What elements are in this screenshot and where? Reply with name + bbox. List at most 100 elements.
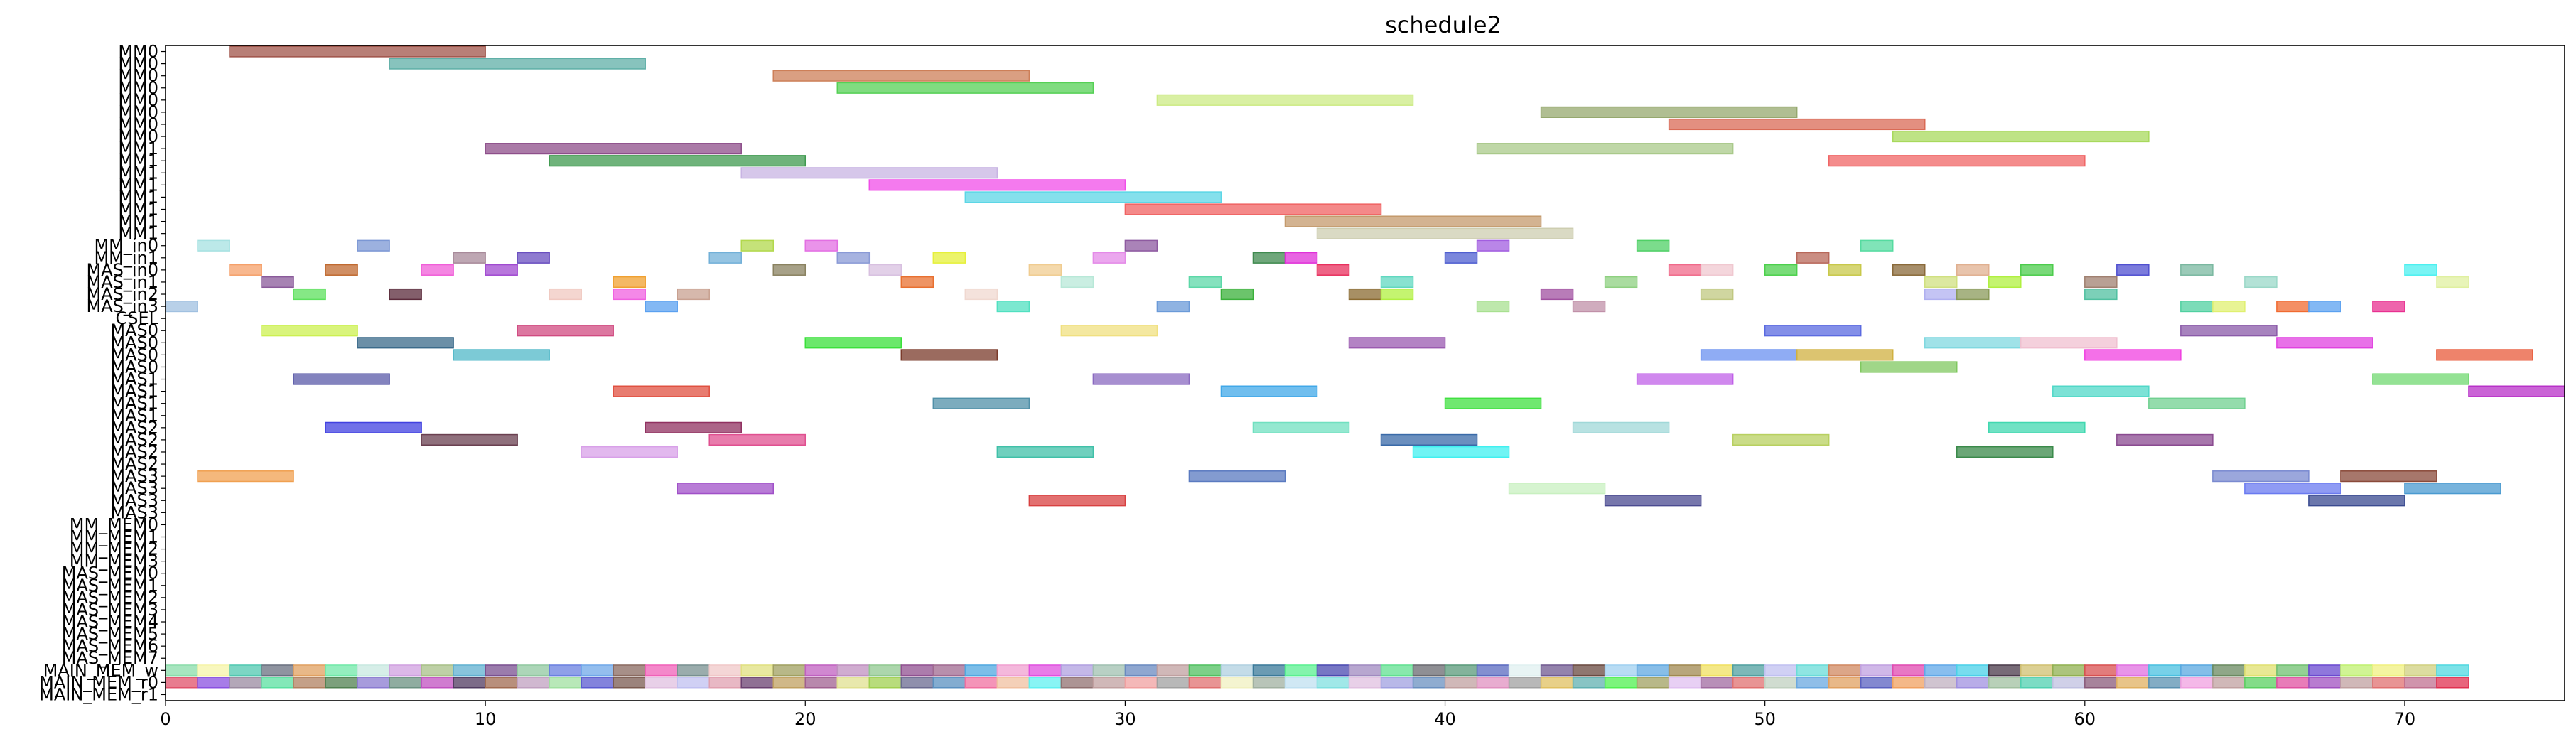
bar-130: [581, 446, 678, 458]
bar-109: [293, 373, 390, 385]
bar-185: [1444, 664, 1478, 677]
bar-220: [261, 677, 294, 689]
bar-262: [1604, 677, 1638, 689]
bar-21: [804, 239, 839, 252]
bar-71: [964, 288, 998, 301]
bar-126: [708, 433, 807, 446]
y-tick-label-41: MM_MEM2: [70, 539, 158, 559]
x-tick-label-5: 50: [1754, 709, 1776, 729]
bar-215: [2404, 664, 2437, 677]
bar-222: [325, 677, 358, 689]
y-tick-label-42: MM_MEM3: [70, 551, 158, 571]
y-tick-label-11: MM1: [118, 175, 158, 195]
bar-84: [1476, 301, 1510, 313]
bar-268: [1796, 677, 1830, 689]
bar-1: [389, 58, 646, 70]
y-tick-label-15: MM1: [118, 224, 158, 244]
bar-68: [549, 288, 582, 301]
bar-59: [1380, 276, 1414, 289]
bar-99: [1924, 337, 2022, 349]
bar-223: [357, 677, 390, 689]
bar-161: [677, 664, 710, 677]
bar-31: [1092, 252, 1126, 264]
bar-125: [421, 433, 518, 446]
bar-44: [1668, 264, 1702, 276]
y-tick-label-18: MAS_in0: [86, 260, 158, 280]
bar-191: [1636, 664, 1670, 677]
bar-41: [868, 264, 902, 276]
bar-206: [2116, 664, 2150, 677]
y-tick-label-3: MM0: [118, 78, 158, 98]
bar-145: [165, 664, 198, 677]
bar-36: [229, 264, 262, 276]
bar-155: [485, 664, 518, 677]
bar-240: [900, 677, 934, 689]
bar-227: [485, 677, 518, 689]
bar-137: [2340, 470, 2437, 483]
bar-281: [2212, 677, 2246, 689]
bar-17: [1828, 155, 2086, 167]
bar-183: [1380, 664, 1414, 677]
bar-219: [229, 677, 262, 689]
bar-234: [708, 677, 742, 689]
bar-32: [1252, 252, 1286, 264]
bar-75: [1540, 288, 1574, 301]
bar-266: [1732, 677, 1766, 689]
bar-205: [2084, 664, 2118, 677]
bar-108: [1860, 361, 1958, 373]
bar-104: [1700, 349, 1798, 361]
bar-153: [421, 664, 454, 677]
y-tick-label-53: MAIN_MEM_r1: [39, 684, 158, 704]
bar-224: [389, 677, 422, 689]
y-tick-label-38: MAS3: [110, 502, 158, 522]
bar-173: [1060, 664, 1094, 677]
bar-269: [1828, 677, 1862, 689]
bar-18: [197, 239, 230, 252]
bar-9: [549, 155, 807, 167]
bar-98: [1348, 337, 1446, 349]
bar-132: [1412, 446, 1510, 458]
bar-29: [836, 252, 871, 264]
bar-95: [2180, 325, 2278, 337]
bar-244: [1028, 677, 1062, 689]
bar-86: [2180, 301, 2214, 313]
bar-284: [2308, 677, 2341, 689]
bar-274: [1988, 677, 2022, 689]
bar-152: [389, 664, 422, 677]
y-tick-label-37: MAS3: [110, 490, 158, 510]
x-axis: 0 10 20 30 40 50 60 70: [160, 701, 2415, 729]
bar-97: [804, 337, 902, 349]
bar-247: [1124, 677, 1158, 689]
bar-282: [2244, 677, 2278, 689]
bar-288: [2436, 677, 2469, 689]
bar-47: [1828, 264, 1862, 276]
bar-164: [772, 664, 807, 677]
bar-254: [1348, 677, 1382, 689]
bar-139: [1508, 483, 1606, 495]
y-tick-label-2: MM0: [118, 66, 158, 86]
bar-214: [2372, 664, 2405, 677]
bar-241: [932, 677, 966, 689]
bar-66: [293, 288, 326, 301]
y-tick-label-52: MAIN_MEM_r0: [39, 672, 158, 692]
bar-184: [1412, 664, 1446, 677]
y-tick-label-17: MM_in1: [94, 248, 158, 268]
bar-83: [1156, 301, 1190, 313]
bar-148: [261, 664, 294, 677]
bar-195: [1764, 664, 1798, 677]
bar-57: [1060, 276, 1094, 289]
bar-39: [485, 264, 518, 276]
bar-129: [2116, 433, 2214, 446]
bar-134: [197, 470, 294, 483]
bar-194: [1732, 664, 1766, 677]
bar-258: [1476, 677, 1510, 689]
bar-2: [772, 70, 1030, 82]
bar-193: [1700, 664, 1734, 677]
bar-52: [2180, 264, 2214, 276]
bar-174: [1092, 664, 1126, 677]
bar-250: [1220, 677, 1254, 689]
bar-115: [2052, 385, 2150, 397]
bar-46: [1764, 264, 1798, 276]
bar-159: [613, 664, 646, 677]
bar-177: [1188, 664, 1222, 677]
